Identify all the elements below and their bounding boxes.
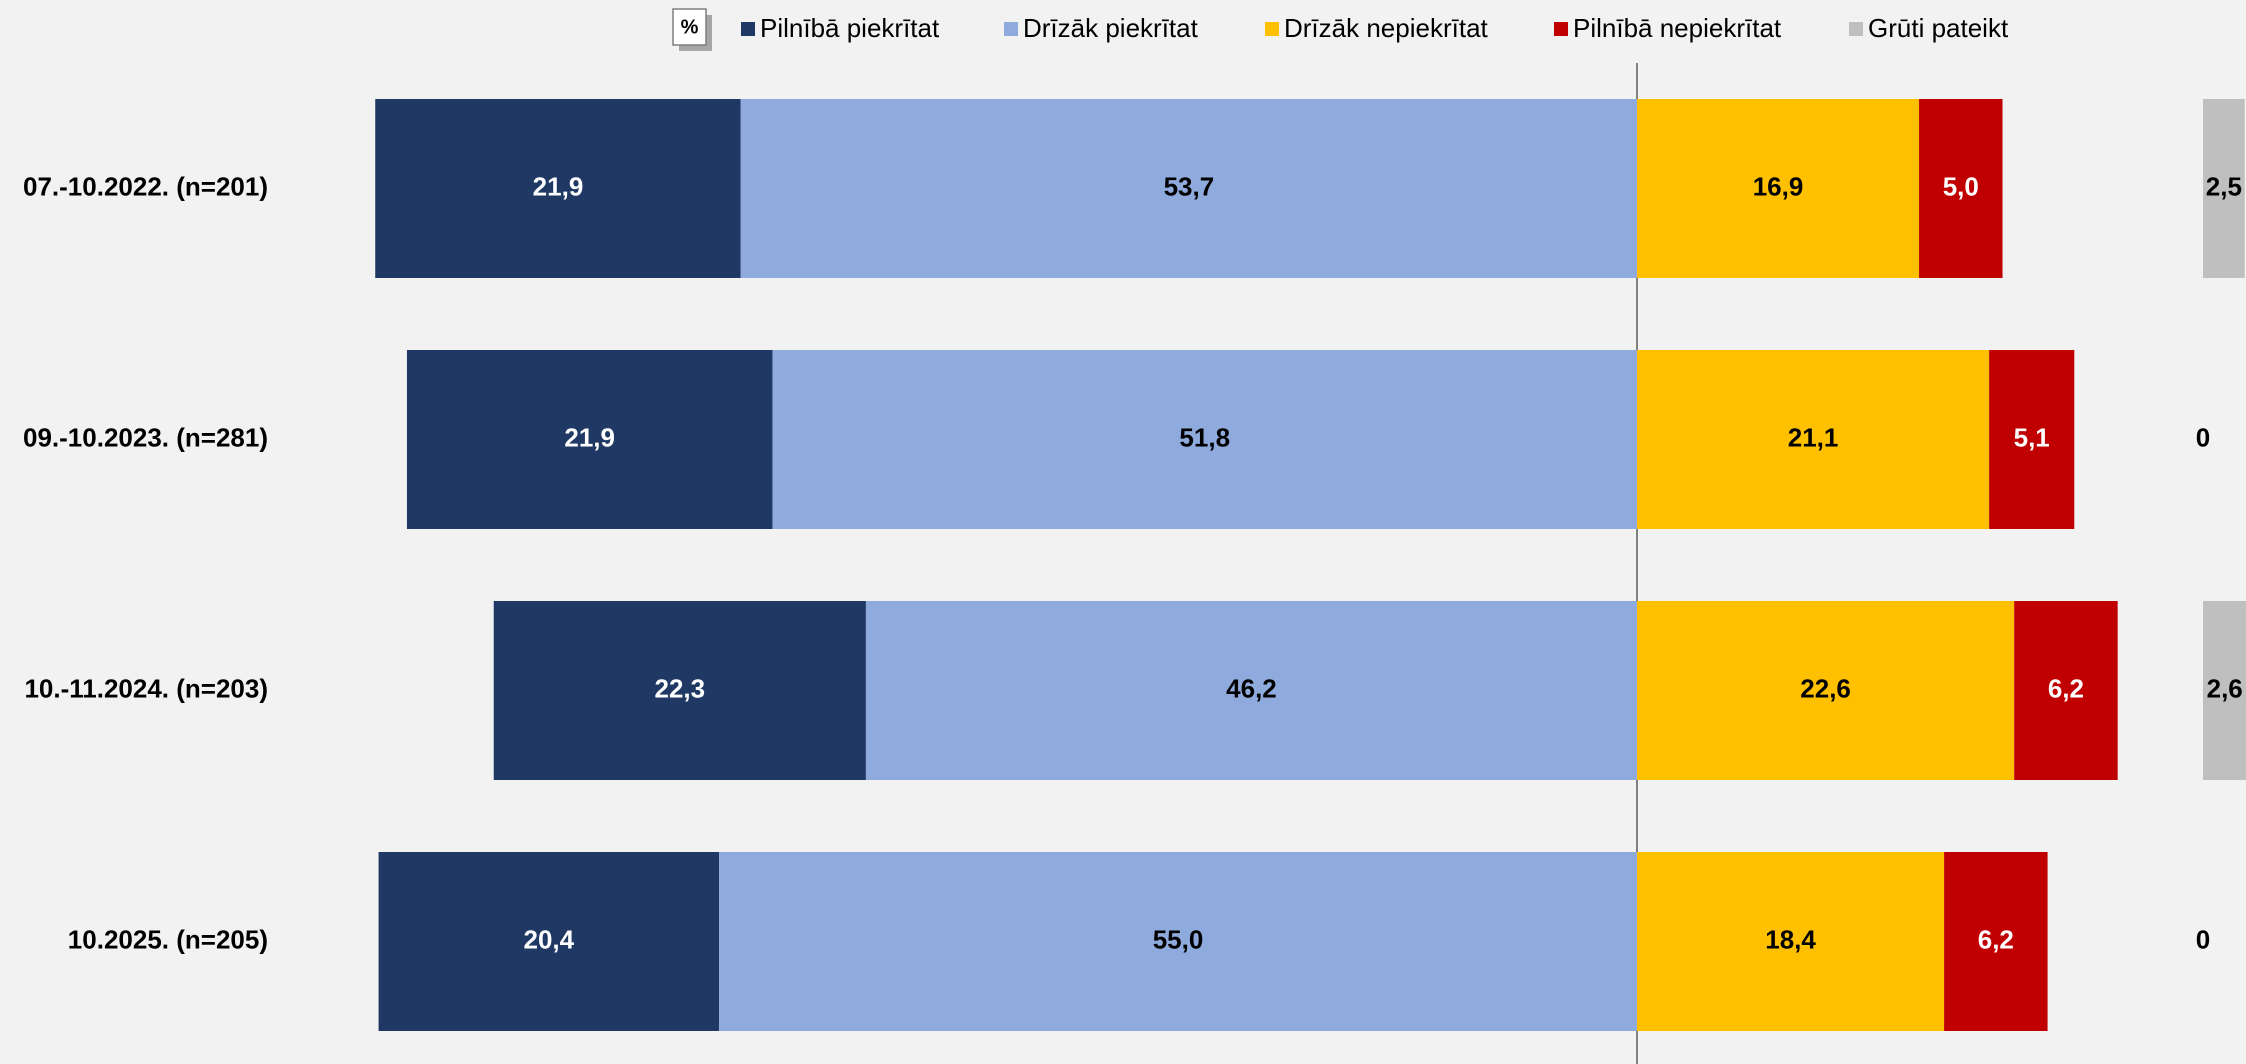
bar-segment — [740, 99, 1637, 278]
category-label: 09.-10.2023. (n=281) — [23, 422, 268, 452]
unit-badge: % — [681, 16, 699, 38]
value-label: 2,5 — [2206, 171, 2242, 201]
legend-label: Drīzāk piekrītat — [1023, 13, 1199, 43]
bar-segment — [1919, 99, 2003, 278]
bar-segment — [719, 852, 1637, 1031]
bar-segment — [1637, 99, 1920, 278]
legend-swatch — [741, 22, 755, 36]
badge — [672, 8, 707, 46]
value-label: 5,0 — [1943, 171, 1979, 201]
bar-segment — [1637, 601, 2015, 780]
value-label: 5,1 — [2014, 422, 2050, 452]
value-label: 46,2 — [1226, 673, 1277, 703]
value-label: 51,8 — [1179, 422, 1230, 452]
value-label: 6,2 — [1978, 924, 2014, 954]
legend-label: Pilnībā nepiekrītat — [1573, 13, 1782, 43]
bar-segment — [378, 852, 720, 1031]
bar-segment — [493, 601, 866, 780]
legend-label: Drīzāk nepiekrītat — [1284, 13, 1489, 43]
bar-segment — [2014, 601, 2118, 780]
bar-segment — [1989, 350, 2075, 529]
value-label: 20,4 — [524, 924, 575, 954]
legend-swatch — [1554, 22, 1568, 36]
legend-label: Grūti pateikt — [1868, 13, 2009, 43]
value-label: 53,7 — [1164, 171, 1215, 201]
value-label: 0 — [2196, 422, 2210, 452]
value-label: 21,9 — [564, 422, 615, 452]
value-label: 22,3 — [655, 673, 706, 703]
category-label: 10.2025. (n=205) — [68, 924, 268, 954]
legend-swatch — [1004, 22, 1018, 36]
value-label: 22,6 — [1800, 673, 1851, 703]
legend-label: Pilnībā piekrītat — [760, 13, 940, 43]
value-label: 21,9 — [533, 171, 584, 201]
value-label: 0 — [2196, 924, 2210, 954]
value-label: 18,4 — [1765, 924, 1816, 954]
value-label: 55,0 — [1153, 924, 1204, 954]
value-label: 2,6 — [2207, 673, 2243, 703]
category-label: 10.-11.2024. (n=203) — [24, 673, 268, 703]
value-label: 21,1 — [1788, 422, 1839, 452]
value-label: 16,9 — [1753, 171, 1804, 201]
legend-swatch — [1849, 22, 1863, 36]
bar-segment — [1637, 852, 1945, 1031]
legend-swatch — [1265, 22, 1279, 36]
bar-segment — [772, 350, 1637, 529]
bar-segment — [375, 99, 741, 278]
value-label: 6,2 — [2048, 673, 2084, 703]
bar-segment — [1637, 350, 1990, 529]
bar-segment — [865, 601, 1637, 780]
category-label: 07.-10.2022. (n=201) — [23, 171, 268, 201]
bar-segment — [2203, 601, 2246, 780]
bar-segment — [1944, 852, 2048, 1031]
bar-segment — [2203, 99, 2245, 278]
bar-segment — [406, 350, 773, 529]
